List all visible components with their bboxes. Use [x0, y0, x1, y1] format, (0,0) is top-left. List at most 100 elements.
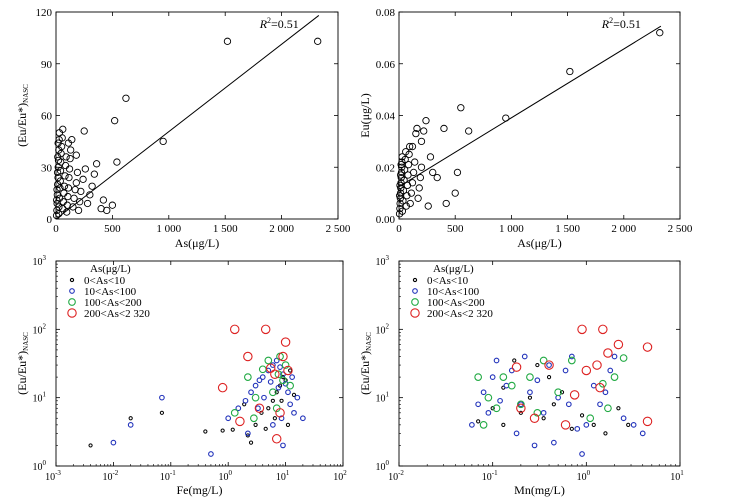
data-point-series-3: [286, 381, 294, 390]
y-axis-label: (Eu/Eu*)NASC: [15, 332, 30, 395]
data-point-series-2: [485, 409, 492, 416]
y-tick-label: 101: [33, 391, 47, 405]
data-point-series-4: [229, 324, 240, 335]
data-point: [76, 198, 84, 206]
data-point-series-1: [285, 422, 291, 427]
data-point-series-1: [253, 422, 258, 427]
data-point-series-2: [270, 362, 276, 368]
x-tick-label: 1 000: [156, 223, 181, 235]
data-point: [396, 204, 404, 213]
y-axis-label-subscript: NASC: [22, 332, 30, 351]
data-point: [67, 146, 75, 154]
data-point-series-2: [540, 409, 547, 416]
data-point: [59, 125, 67, 133]
legend-entry: 10<As<100: [427, 286, 480, 298]
x-axis-label: Fe(mg/L): [177, 483, 223, 497]
data-point: [451, 189, 459, 197]
data-point: [453, 168, 462, 177]
data-point: [426, 153, 435, 161]
data-point: [457, 104, 465, 112]
data-point-series-2: [513, 430, 520, 437]
y-tick-label: 0: [47, 214, 53, 226]
data-point: [56, 167, 65, 175]
y-tick-label: 100: [376, 459, 390, 473]
data-point-series-1: [203, 429, 208, 434]
data-point: [83, 199, 92, 208]
y-tick-label: 60: [41, 111, 53, 123]
x-tick-label: 101: [276, 469, 290, 483]
data-point-series-2: [497, 397, 503, 404]
data-point: [414, 194, 422, 202]
data-point-series-3: [567, 356, 576, 365]
data-point-series-4: [235, 416, 245, 427]
tick-base: 10: [160, 472, 170, 483]
tick-exponent: -2: [398, 469, 404, 477]
data-point: [656, 29, 664, 37]
plot-frame: [55, 11, 339, 220]
data-point: [111, 117, 119, 125]
data-point: [64, 139, 73, 147]
plot-frame: [398, 11, 681, 220]
data-point: [442, 199, 450, 208]
data-point: [314, 37, 322, 45]
annotation-superscript: 2: [267, 16, 271, 25]
y-tick-label: 103: [376, 254, 390, 268]
data-point: [406, 142, 414, 151]
y-axis-label-main: (Eu/Eu*): [358, 351, 372, 395]
data-point-series-3: [281, 361, 290, 369]
data-point-series-4: [569, 390, 580, 400]
data-point-series-4: [577, 324, 587, 335]
data-point-series-2: [630, 422, 637, 428]
data-point-series-4: [254, 403, 265, 414]
tick-base: 10: [670, 472, 680, 483]
data-point: [52, 211, 61, 220]
data-point: [66, 154, 74, 163]
data-point-series-4: [592, 360, 602, 370]
tick-exponent: 0: [386, 459, 390, 467]
data-point-series-2: [159, 394, 165, 401]
data-point-series-4: [581, 365, 592, 376]
data-point: [412, 129, 420, 138]
x-tick-label: 102: [333, 469, 347, 483]
data-point: [417, 137, 426, 146]
data-point: [122, 94, 130, 102]
annotation-main: R: [259, 17, 268, 31]
tick-base: 10: [33, 257, 43, 268]
trend-line: [55, 15, 320, 220]
data-point: [99, 196, 108, 204]
legend-marker: [412, 288, 418, 294]
data-point: [60, 182, 69, 190]
y-tick-label: 90: [41, 59, 53, 71]
data-point-series-2: [521, 353, 528, 360]
annotation-superscript: 2: [609, 16, 613, 25]
x-axis-label: Mn(mg/L): [514, 483, 565, 497]
data-point-series-2: [291, 409, 297, 416]
data-point: [411, 158, 419, 166]
data-point: [74, 206, 83, 215]
legend-marker: [410, 308, 420, 318]
data-point: [60, 189, 68, 197]
legend-title: As(μg/L): [433, 263, 474, 275]
data-point-series-1: [626, 422, 631, 427]
data-point-series-3: [484, 393, 493, 402]
data-point: [465, 127, 473, 135]
legend-entry: 0<As<10: [427, 275, 469, 287]
data-point-series-1: [527, 395, 533, 400]
y-tick-label: 0.08: [376, 7, 396, 19]
data-point-series-3: [610, 373, 619, 381]
data-point: [399, 186, 408, 195]
tick-exponent: -3: [55, 469, 61, 477]
data-point-series-4: [598, 324, 608, 335]
x-tick-label: 2 500: [668, 223, 693, 235]
data-point-series-2: [597, 401, 603, 408]
x-tick-label: 500: [104, 223, 121, 235]
x-tick-label: 0: [396, 223, 402, 235]
tick-exponent: 1: [680, 469, 684, 477]
data-point-series-2: [275, 384, 282, 391]
legend-entry: 0<As<10: [84, 275, 126, 287]
data-point: [422, 117, 430, 125]
data-point: [402, 202, 410, 210]
data-point-series-3: [274, 370, 283, 379]
data-point-series-4: [278, 351, 288, 362]
data-point-series-4: [560, 420, 571, 430]
